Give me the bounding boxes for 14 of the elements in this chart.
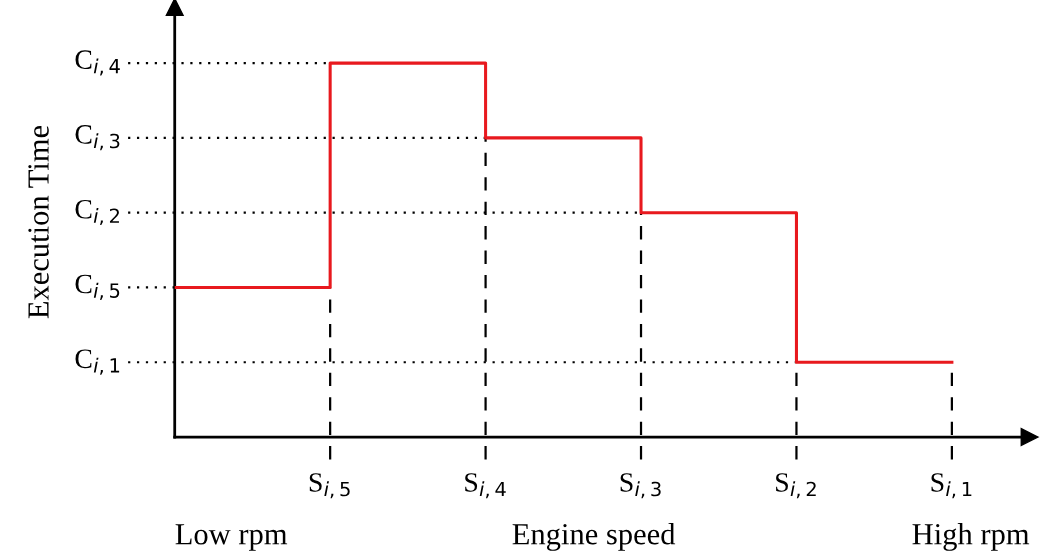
x-tick-label: S$_{i,1}$ <box>931 473 972 499</box>
ref-line-label: C$_{i,4}$ <box>75 50 120 76</box>
y-axis-title: Execution Time <box>28 125 49 319</box>
x-tick-label: S$_{i,5}$ <box>309 473 350 499</box>
x-tick-label: S$_{i,4}$ <box>465 473 506 499</box>
ref-line-label: C$_{i,1}$ <box>75 349 120 375</box>
x-tick-label: S$_{i,2}$ <box>776 473 816 499</box>
ref-line-label: C$_{i,2}$ <box>75 199 119 226</box>
ref-line-label: C$_{i,3}$ <box>75 125 120 151</box>
text: Low rpm <box>175 524 288 551</box>
ref-line-label: C$_{i,5}$ <box>75 274 120 300</box>
x-tick-label: S$_{i,3}$ <box>620 473 661 499</box>
text: High rpm <box>912 523 1030 551</box>
x-axis-title: Engine speed <box>512 523 676 551</box>
